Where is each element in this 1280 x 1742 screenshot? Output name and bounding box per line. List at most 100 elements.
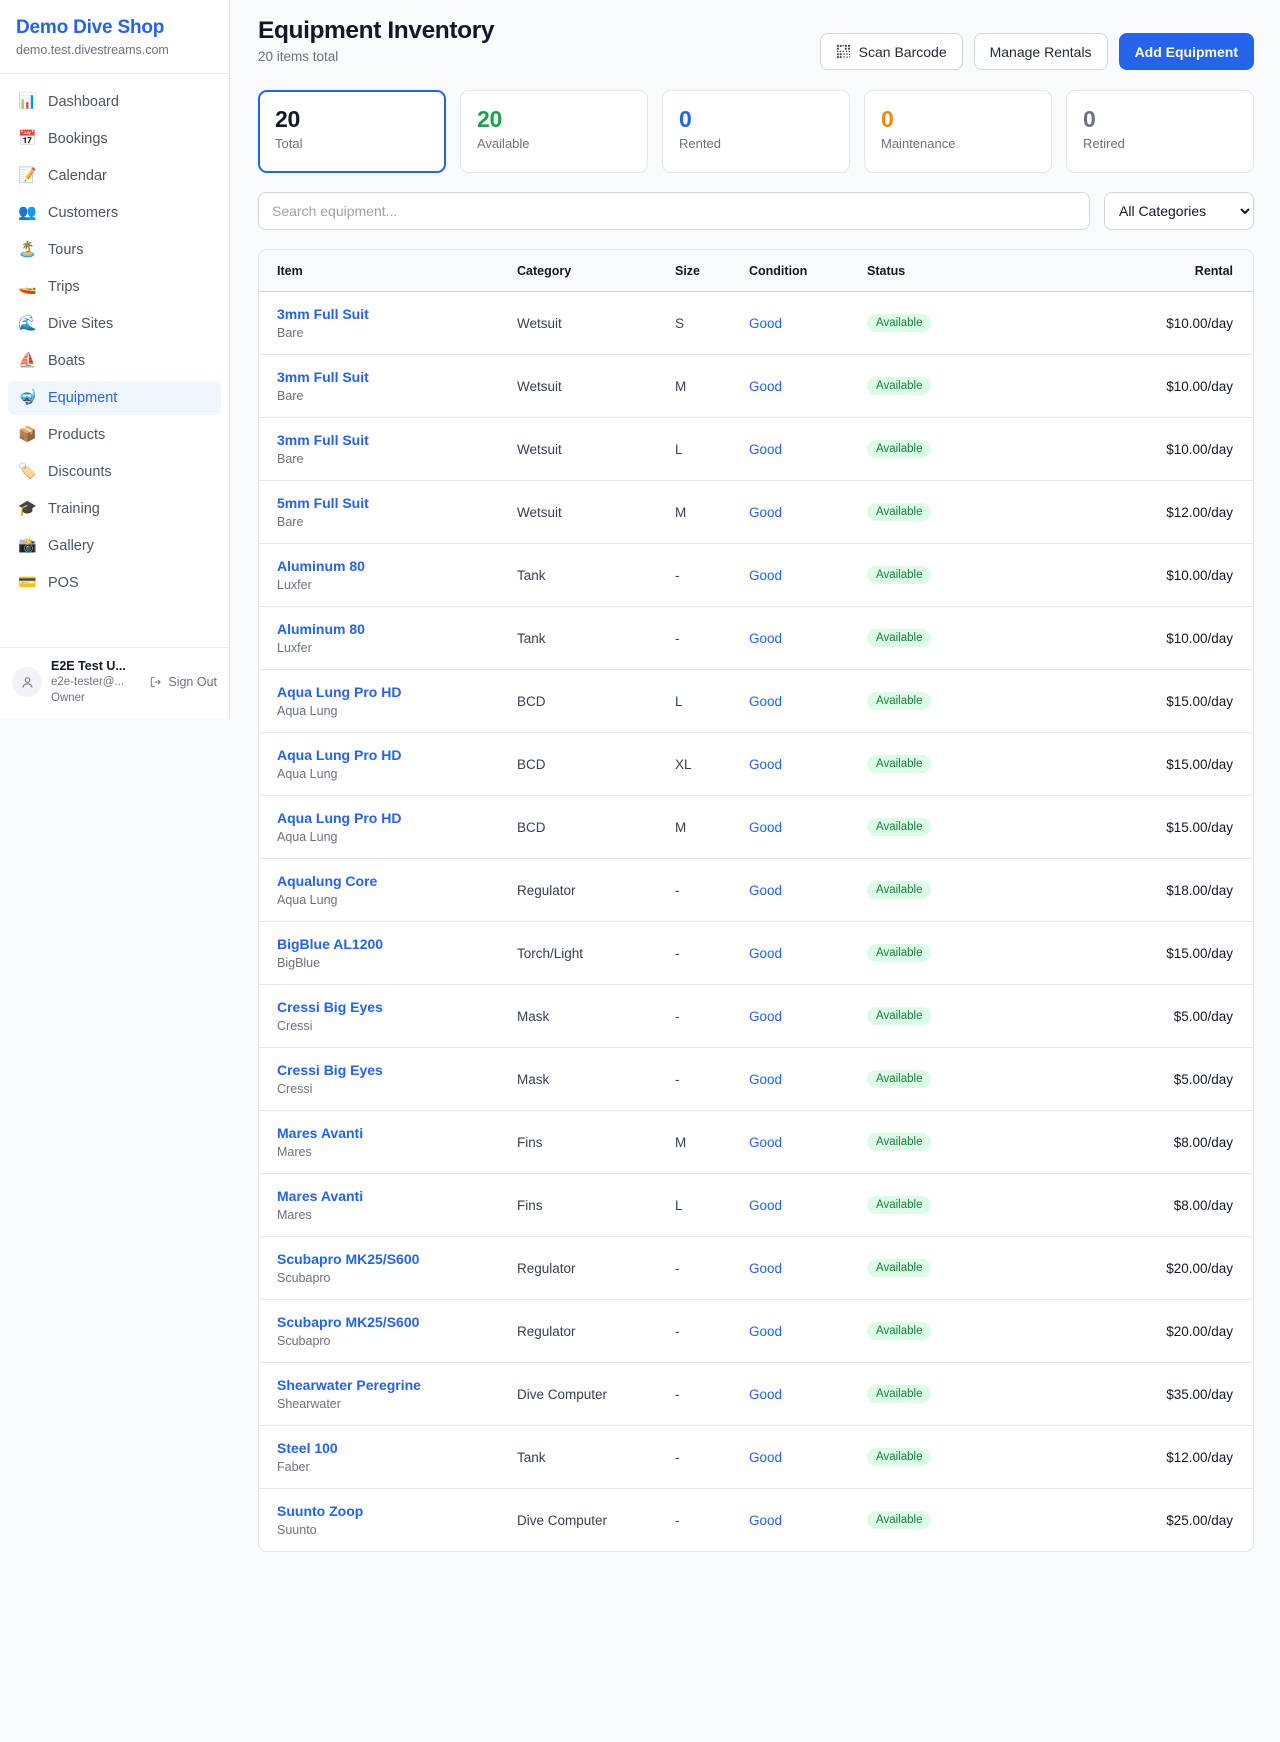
table-row[interactable]: Aluminum 80 Luxfer Tank - Good Available $10.0… — [259, 606, 1253, 670]
cell-item: 3mm Full Suit Bare — [259, 291, 507, 355]
item-name-link[interactable]: Aluminum 80 — [277, 558, 365, 574]
item-name-link[interactable]: Aluminum 80 — [277, 621, 365, 637]
condition-link[interactable]: Good — [749, 1071, 783, 1087]
manage-rentals-button[interactable]: Manage Rentals — [973, 33, 1108, 70]
sidebar-item-training[interactable]: 🎓 Training — [8, 492, 221, 526]
table-row[interactable]: Shearwater Peregrine Shearwater Dive Compu… — [259, 1362, 1253, 1426]
table-row[interactable]: 3mm Full Suit Bare Wetsuit L Good Available $1… — [259, 417, 1253, 481]
item-name-link[interactable]: Aqua Lung Pro HD — [277, 684, 402, 700]
condition-link[interactable]: Good — [749, 378, 783, 394]
item-name-link[interactable]: 3mm Full Suit — [277, 306, 369, 322]
table-row[interactable]: Mares Avanti Mares Fins M Good Available $8.00… — [259, 1110, 1253, 1174]
condition-link[interactable]: Good — [749, 1449, 783, 1465]
table-row[interactable]: Aluminum 80 Luxfer Tank - Good Available $10.0… — [259, 543, 1253, 607]
item-name-link[interactable]: Mares Avanti — [277, 1125, 364, 1141]
condition-link[interactable]: Good — [749, 819, 783, 835]
table-row[interactable]: Suunto Zoop Suunto Dive Computer - Good Avail… — [259, 1489, 1253, 1552]
search-input[interactable] — [258, 192, 1090, 230]
condition-link[interactable]: Good — [749, 945, 783, 961]
table-row[interactable]: Scubapro MK25/S600 Scubapro Regulator - Good… — [259, 1299, 1253, 1363]
item-name-link[interactable]: BigBlue AL1200 — [277, 936, 384, 952]
condition-link[interactable]: Good — [749, 693, 783, 709]
column-header-condition[interactable]: Condition — [739, 250, 857, 292]
cell-item: Cressi Big Eyes Cressi — [259, 1047, 507, 1111]
item-name-link[interactable]: 5mm Full Suit — [277, 495, 369, 511]
item-name-link[interactable]: Shearwater Peregrine — [277, 1377, 421, 1393]
table-row[interactable]: Aqua Lung Pro HD Aqua Lung BCD M Good Availab… — [259, 795, 1253, 859]
column-header-status[interactable]: Status — [857, 250, 1017, 292]
sidebar-item-boats[interactable]: ⛵ Boats — [8, 344, 221, 378]
condition-link[interactable]: Good — [749, 567, 783, 583]
table-row[interactable]: Steel 100 Faber Tank - Good Available $12.00/d… — [259, 1425, 1253, 1489]
table-row[interactable]: Scubapro MK25/S600 Scubapro Regulator - Good… — [259, 1236, 1253, 1300]
table-row[interactable]: Cressi Big Eyes Cressi Mask - Good Available $… — [259, 1047, 1253, 1111]
item-name-link[interactable]: Scubapro MK25/S600 — [277, 1314, 420, 1330]
table-row[interactable]: Mares Avanti Mares Fins L Good Available $8.00… — [259, 1173, 1253, 1237]
brand-block[interactable]: Demo Dive Shop demo.test.divestreams.com — [0, 0, 229, 74]
column-header-size[interactable]: Size — [665, 250, 739, 292]
condition-link[interactable]: Good — [749, 882, 783, 898]
stat-card-rented[interactable]: 0 Rented — [662, 90, 850, 173]
stat-card-total[interactable]: 20 Total — [258, 90, 446, 173]
condition-link[interactable]: Good — [749, 756, 783, 772]
condition-link[interactable]: Good — [749, 630, 783, 646]
item-name-link[interactable]: Cressi Big Eyes — [277, 999, 383, 1015]
status-badge: Available — [867, 944, 932, 962]
item-name-link[interactable]: 3mm Full Suit — [277, 369, 369, 385]
sidebar-item-products[interactable]: 📦 Products — [8, 418, 221, 452]
column-header-category[interactable]: Category — [507, 250, 665, 292]
sidebar-item-customers[interactable]: 👥 Customers — [8, 196, 221, 230]
condition-link[interactable]: Good — [749, 1197, 783, 1213]
category-select[interactable]: All Categories — [1104, 192, 1254, 230]
sidebar-item-bookings[interactable]: 📅 Bookings — [8, 122, 221, 156]
sidebar-item-dashboard[interactable]: 📊 Dashboard — [8, 85, 221, 119]
sidebar-item-discounts[interactable]: 🏷️ Discounts — [8, 455, 221, 489]
sign-out-button[interactable]: Sign Out — [149, 675, 217, 689]
sidebar-item-calendar[interactable]: 📝 Calendar — [8, 159, 221, 193]
item-name-link[interactable]: Steel 100 — [277, 1440, 338, 1456]
item-name-link[interactable]: Mares Avanti — [277, 1188, 364, 1204]
cell-condition: Good — [739, 984, 857, 1048]
table-row[interactable]: Cressi Big Eyes Cressi Mask - Good Available $… — [259, 984, 1253, 1048]
cell-rental: $12.00/day — [1017, 480, 1253, 544]
item-name-link[interactable]: Aqua Lung Pro HD — [277, 747, 402, 763]
table-row[interactable]: 3mm Full Suit Bare Wetsuit S Good Available $1… — [259, 291, 1253, 355]
item-name-link[interactable]: Aqualung Core — [277, 873, 378, 889]
sidebar-item-dive-sites[interactable]: 🌊 Dive Sites — [8, 307, 221, 341]
stat-card-available[interactable]: 20 Available — [460, 90, 648, 173]
column-header-item[interactable]: Item — [259, 250, 507, 292]
condition-link[interactable]: Good — [749, 1260, 783, 1276]
item-name-link[interactable]: Scubapro MK25/S600 — [277, 1251, 420, 1267]
table-row[interactable]: Aqualung Core Aqua Lung Regulator - Good Avai… — [259, 858, 1253, 922]
cell-status: Available — [857, 480, 1017, 544]
item-name-link[interactable]: 3mm Full Suit — [277, 432, 369, 448]
item-name-link[interactable]: Suunto Zoop — [277, 1503, 364, 1519]
sidebar-item-gallery[interactable]: 📸 Gallery — [8, 529, 221, 563]
condition-link[interactable]: Good — [749, 1134, 783, 1150]
table-row[interactable]: 5mm Full Suit Bare Wetsuit M Good Available $1… — [259, 480, 1253, 544]
condition-link[interactable]: Good — [749, 1008, 783, 1024]
condition-link[interactable]: Good — [749, 315, 783, 331]
cell-status: Available — [857, 543, 1017, 607]
table-row[interactable]: Aqua Lung Pro HD Aqua Lung BCD XL Good Availa… — [259, 732, 1253, 796]
cell-condition: Good — [739, 417, 857, 481]
sidebar-item-trips[interactable]: 🚤 Trips — [8, 270, 221, 304]
condition-link[interactable]: Good — [749, 1386, 783, 1402]
sidebar-item-equipment[interactable]: 🤿 Equipment — [8, 381, 221, 415]
scan-barcode-button[interactable]: Scan Barcode — [819, 33, 963, 70]
stat-card-retired[interactable]: 0 Retired — [1066, 90, 1254, 173]
stat-card-maintenance[interactable]: 0 Maintenance — [864, 90, 1052, 173]
sidebar-item-pos[interactable]: 💳 POS — [8, 566, 221, 600]
item-name-link[interactable]: Cressi Big Eyes — [277, 1062, 383, 1078]
table-row[interactable]: BigBlue AL1200 BigBlue Torch/Light - Good Ava… — [259, 921, 1253, 985]
table-row[interactable]: Aqua Lung Pro HD Aqua Lung BCD L Good Availab… — [259, 669, 1253, 733]
item-name-link[interactable]: Aqua Lung Pro HD — [277, 810, 402, 826]
sidebar-item-tours[interactable]: 🏝️ Tours — [8, 233, 221, 267]
condition-link[interactable]: Good — [749, 1512, 783, 1528]
add-equipment-button[interactable]: Add Equipment — [1118, 33, 1254, 70]
column-header-rental[interactable]: Rental — [1017, 250, 1253, 292]
table-row[interactable]: 3mm Full Suit Bare Wetsuit M Good Available $1… — [259, 354, 1253, 418]
condition-link[interactable]: Good — [749, 1323, 783, 1339]
condition-link[interactable]: Good — [749, 504, 783, 520]
condition-link[interactable]: Good — [749, 441, 783, 457]
